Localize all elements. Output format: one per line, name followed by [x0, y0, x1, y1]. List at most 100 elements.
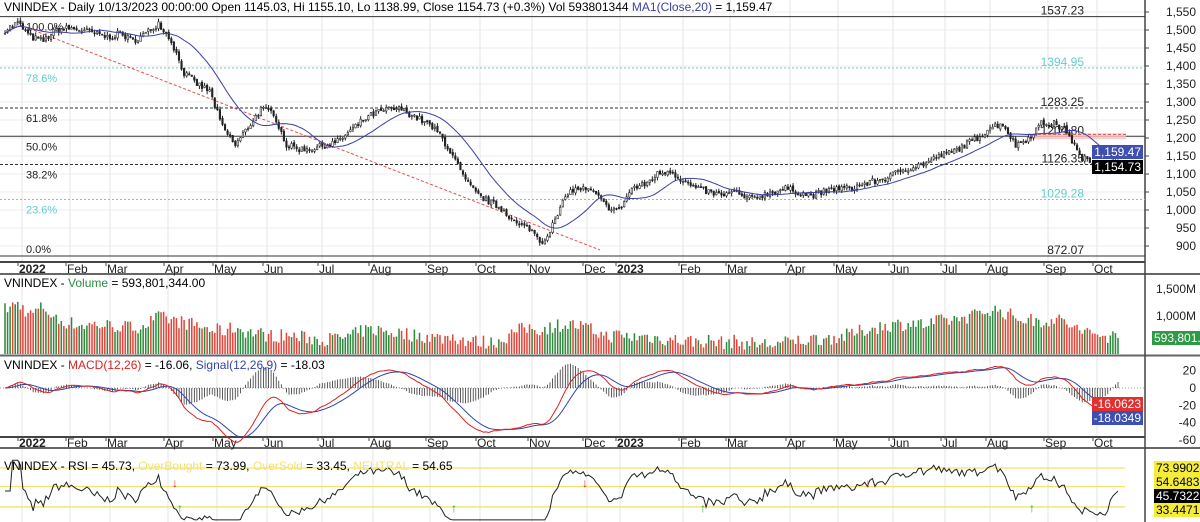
- volume-bar: [244, 337, 247, 354]
- volume-bar: [851, 328, 853, 354]
- candle-body: [484, 196, 488, 202]
- candle-body: [958, 146, 961, 152]
- volume-bar: [886, 330, 889, 354]
- candle-body: [47, 36, 50, 40]
- candle-body: [878, 179, 882, 181]
- candle-body: [531, 229, 534, 232]
- volume-bar: [283, 340, 285, 354]
- volume-bar: [237, 328, 239, 354]
- volume-bar: [797, 335, 799, 354]
- candle-body: [710, 189, 713, 192]
- volume-bar: [853, 335, 856, 354]
- volume-bar: [216, 323, 219, 354]
- volume-bar: [1043, 325, 1045, 354]
- volume-bar: [459, 340, 462, 354]
- candle-body: [157, 21, 160, 29]
- candle-body: [1042, 119, 1045, 126]
- candle-body: [83, 29, 86, 32]
- volume-bar: [876, 333, 879, 354]
- candle-body: [323, 146, 326, 149]
- candle-body: [515, 220, 518, 224]
- volume-bar: [600, 331, 602, 354]
- candle-body: [643, 181, 646, 187]
- signal-line: [4, 367, 1119, 438]
- volume-bar: [840, 333, 843, 354]
- volume-bar: [973, 309, 976, 354]
- month-label: 2023: [617, 436, 644, 450]
- candle-body: [234, 140, 237, 146]
- volume-bar: [52, 316, 55, 354]
- macd-prefix: VNINDEX -: [4, 358, 69, 372]
- candle-body: [843, 186, 846, 188]
- price-tick-label: 1,150: [1166, 149, 1196, 163]
- volume-bar: [620, 334, 623, 354]
- candle-body: [577, 186, 580, 190]
- candle-body: [1050, 124, 1053, 127]
- candle-body: [387, 106, 390, 109]
- volume-bar: [979, 310, 981, 354]
- volume-bar: [856, 333, 858, 354]
- volume-bar: [167, 323, 170, 354]
- candle-body: [85, 28, 88, 31]
- candle-body: [538, 236, 541, 243]
- volume-bar: [515, 332, 518, 354]
- candle-body: [809, 193, 813, 196]
- candle-body: [180, 60, 183, 70]
- volume-bar: [572, 320, 574, 354]
- candle-body: [397, 106, 401, 110]
- volume-bar: [469, 342, 472, 354]
- month-label: May: [214, 436, 237, 450]
- candle-body: [556, 215, 559, 220]
- volume-tag: 593,801.3: [1152, 331, 1200, 345]
- month-label: Jun: [890, 262, 909, 276]
- candle-body: [492, 199, 495, 202]
- volume-bar: [485, 348, 487, 354]
- volume-bar: [242, 332, 244, 354]
- candle-body: [587, 188, 590, 191]
- volume-bar: [400, 330, 403, 354]
- candle-body: [932, 156, 935, 160]
- candle-body: [1040, 120, 1043, 126]
- candle-body: [838, 185, 841, 191]
- candle-body: [34, 35, 37, 41]
- volume-bar: [769, 345, 771, 354]
- volume-bar: [1068, 327, 1071, 354]
- candle-body: [784, 185, 787, 191]
- candle-body: [684, 180, 687, 183]
- volume-bar: [597, 337, 600, 354]
- volume-bar: [224, 335, 226, 354]
- candle-body: [451, 151, 454, 156]
- macd-value: = -16.06,: [141, 358, 196, 372]
- candle-body: [937, 154, 940, 158]
- volume-bar: [948, 324, 950, 354]
- candle-body: [971, 139, 974, 141]
- candle-body: [175, 48, 178, 53]
- volume-bar: [672, 340, 674, 354]
- candle-body: [80, 30, 83, 33]
- fib-pct-label: 61.8%: [26, 113, 57, 125]
- month-label: Jun: [264, 262, 283, 276]
- volume-bar: [98, 328, 101, 354]
- candle-body: [930, 159, 933, 163]
- candle-body: [32, 33, 35, 41]
- candle-body: [354, 123, 357, 129]
- month-label: Sep: [1045, 436, 1067, 450]
- volume-bar: [559, 331, 561, 354]
- candle-body: [400, 106, 403, 111]
- volume-bar: [638, 335, 641, 354]
- volume-bar: [1050, 319, 1053, 354]
- volume-bar: [976, 311, 979, 354]
- candle-body: [177, 51, 181, 61]
- candle-body: [298, 149, 301, 152]
- volume-bar: [372, 333, 375, 354]
- candle-body: [728, 192, 731, 195]
- volume-bar: [316, 339, 318, 354]
- volume-bar: [144, 327, 147, 354]
- volume-bar: [953, 315, 956, 354]
- volume-bar: [229, 322, 231, 354]
- price-tick-label: 1,250: [1166, 113, 1196, 127]
- candle-body: [559, 207, 562, 216]
- candle-body: [418, 116, 421, 120]
- month-label: May: [835, 436, 858, 450]
